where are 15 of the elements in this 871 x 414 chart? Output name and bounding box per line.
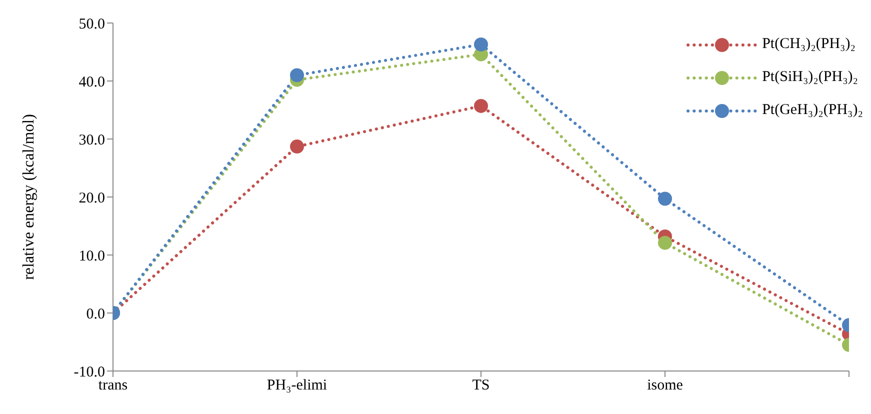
legend-label: Pt(GeH₃)₂(PH₃)₂ bbox=[762, 102, 863, 119]
x-tick-label: TS bbox=[472, 378, 490, 394]
y-tick-label: 0.0 bbox=[86, 306, 105, 322]
legend-label: Pt(SiH₃)₂(PH₃)₂ bbox=[762, 69, 858, 86]
y-axis-title: relative energy (kcal/mol) bbox=[20, 114, 38, 280]
y-tick-label: -10.0 bbox=[74, 364, 105, 380]
y-tick-label: 10.0 bbox=[78, 248, 105, 264]
y-tick-label: 50.0 bbox=[78, 16, 105, 32]
y-tick-label: 30.0 bbox=[78, 132, 105, 148]
x-tick-label: trans bbox=[98, 378, 128, 394]
y-tick-label: 40.0 bbox=[78, 74, 105, 90]
x-tick-label: isome bbox=[647, 378, 684, 394]
y-tick-label: 20.0 bbox=[78, 190, 105, 206]
legend-label: Pt(CH₃)₂(PH₃)₂ bbox=[762, 36, 856, 53]
x-tick-label: PH₃-elimi bbox=[266, 378, 328, 394]
